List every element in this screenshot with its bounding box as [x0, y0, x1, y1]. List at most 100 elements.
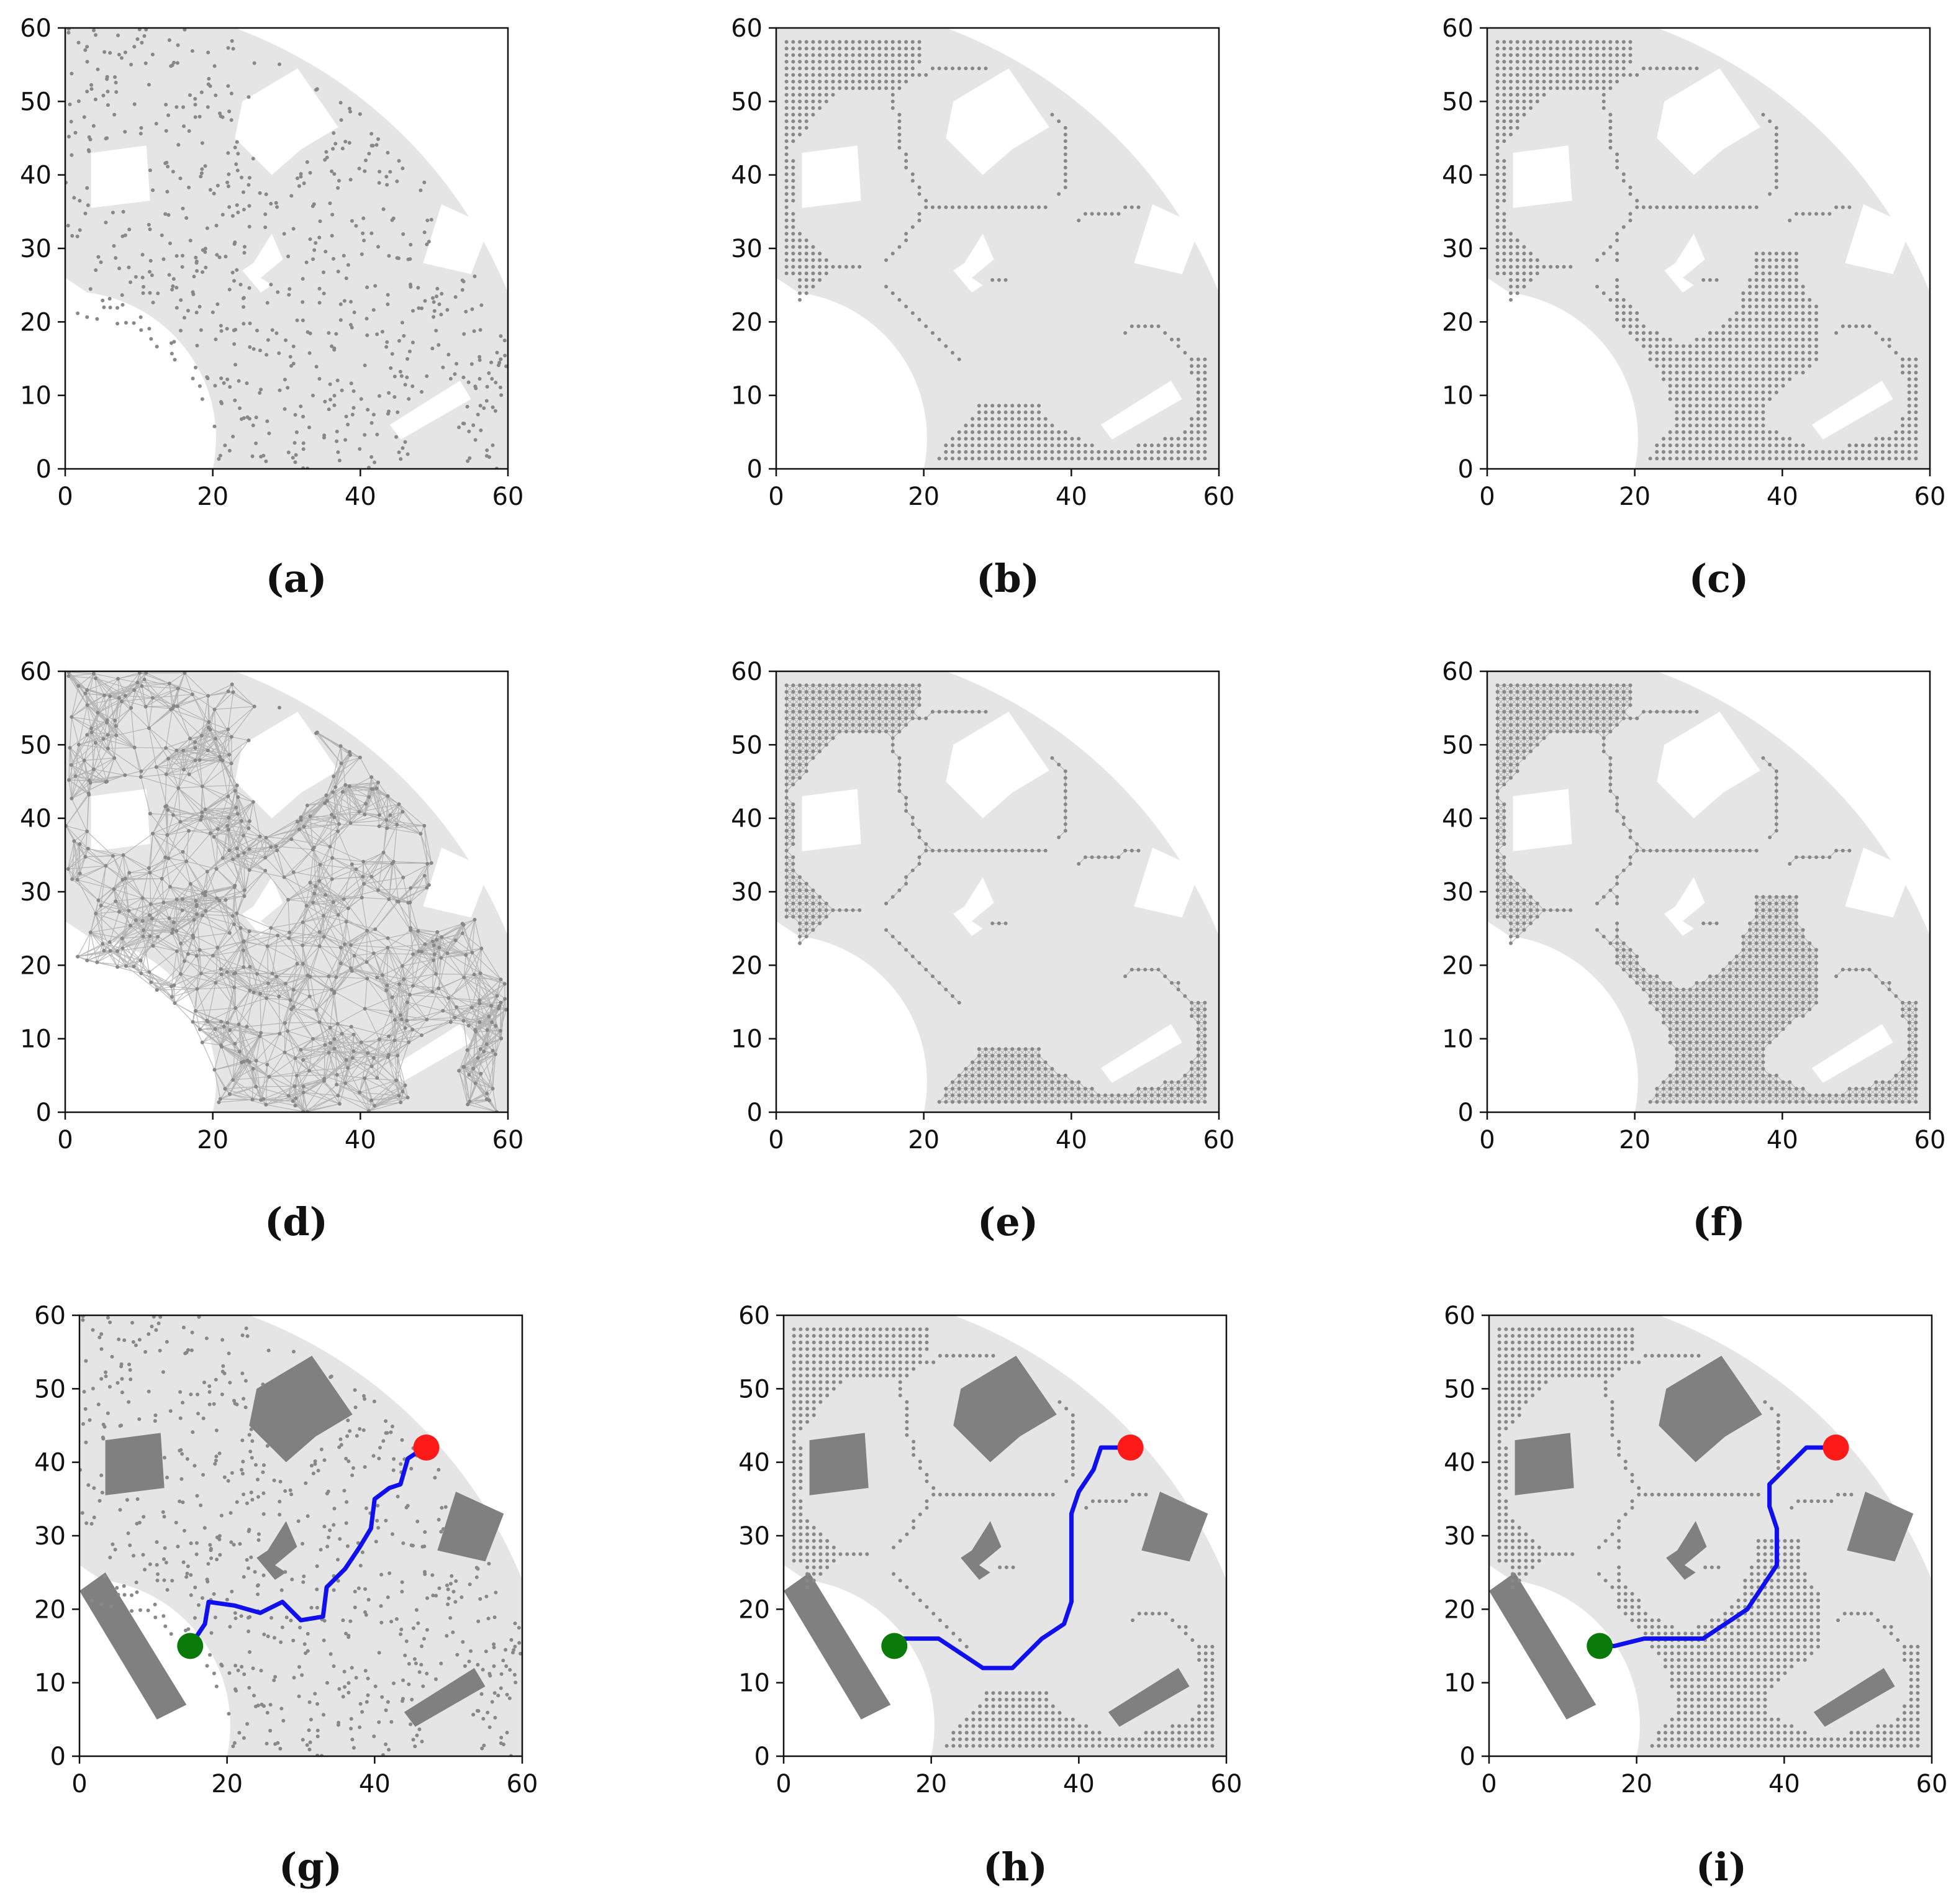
sample-point [804, 291, 808, 296]
sample-point [851, 710, 855, 714]
sample-point [478, 355, 482, 359]
sample-point [1741, 443, 1745, 448]
sample-point [1588, 73, 1593, 77]
sample-point [375, 332, 379, 337]
sample-point [283, 378, 287, 382]
sample-point [111, 211, 115, 215]
sample-point [824, 716, 828, 720]
sample-point [904, 73, 908, 77]
sample-point [890, 690, 895, 694]
sample-point [1621, 73, 1626, 77]
sample-point [844, 53, 848, 57]
sample-point [254, 1059, 258, 1063]
sample-point [984, 443, 988, 448]
sample-point [804, 723, 808, 727]
y-tick-label: 60 [731, 14, 763, 43]
sample-point [247, 847, 251, 851]
sample-point [1794, 941, 1798, 945]
sample-point [1788, 954, 1792, 959]
sample-point [1814, 961, 1818, 965]
sample-point [1601, 749, 1606, 753]
sample-point [337, 179, 341, 183]
sample-point [818, 106, 822, 110]
sample-point [1721, 1087, 1726, 1091]
y-tick-label: 40 [20, 161, 52, 190]
sample-point [1794, 311, 1798, 315]
sample-point [196, 1412, 201, 1416]
sample-point [811, 915, 815, 919]
sample-point [189, 1541, 193, 1546]
sample-point [70, 153, 74, 157]
sample-point [1841, 968, 1845, 972]
sample-point [149, 337, 153, 341]
sample-point [977, 424, 981, 428]
sample-point [977, 404, 981, 408]
sample-point [1741, 941, 1745, 945]
sample-point [375, 976, 379, 980]
sample-point [1495, 881, 1500, 886]
sample-point [1662, 344, 1666, 348]
sample-point [844, 60, 848, 64]
sample-point [1529, 723, 1533, 727]
y-tick-label: 10 [1442, 382, 1474, 410]
sample-point [1814, 344, 1818, 348]
sample-point [386, 302, 390, 307]
sample-point [241, 190, 245, 194]
sample-point [1549, 79, 1553, 84]
sample-point [1569, 908, 1573, 912]
sample-point [1754, 424, 1759, 428]
sample-point [858, 723, 862, 727]
sample-point [425, 1596, 430, 1600]
sample-point [205, 226, 209, 230]
sample-point [317, 301, 322, 305]
sample-point [1761, 337, 1765, 342]
sample-point [1063, 815, 1067, 820]
sample-point [1754, 344, 1759, 348]
sample-point [1708, 344, 1712, 348]
sample-point [1522, 271, 1526, 276]
sample-point [1648, 357, 1652, 361]
sample-point [250, 1097, 255, 1102]
sample-point [1741, 377, 1745, 381]
sample-point [1621, 868, 1626, 873]
sample-point [890, 743, 895, 747]
sample-point [435, 286, 440, 291]
sample-point [1077, 456, 1081, 461]
sample-point [1502, 875, 1506, 879]
sample-point [479, 428, 483, 433]
sample-point [904, 690, 908, 694]
sample-point [1914, 1080, 1918, 1084]
sample-point [1901, 1087, 1905, 1091]
sample-point [1555, 73, 1559, 77]
sample-point [818, 47, 822, 51]
sample-point [1774, 152, 1778, 156]
sample-point [904, 238, 908, 242]
sample-point [957, 1093, 961, 1097]
sample-point [1495, 271, 1500, 276]
sample-point [1808, 450, 1812, 454]
sample-point [1814, 450, 1818, 454]
sample-point [171, 920, 176, 925]
sample-point [1682, 1000, 1686, 1005]
sample-point [364, 317, 369, 321]
sample-point [1050, 430, 1054, 434]
sample-point [1522, 99, 1526, 104]
sample-point [1515, 79, 1519, 84]
sample-point [1030, 424, 1035, 428]
sample-point [1023, 430, 1028, 434]
sample-point [1662, 351, 1666, 355]
sample-point [811, 756, 815, 760]
sample-point [798, 683, 802, 687]
sample-point [811, 716, 815, 720]
sample-point [307, 994, 312, 999]
sample-point [1668, 1020, 1672, 1025]
sample-point [1535, 93, 1539, 97]
sample-point [784, 159, 789, 163]
sample-point [1748, 1073, 1752, 1077]
y-tick-label: 0 [36, 1099, 52, 1127]
sample-point [1522, 60, 1526, 64]
sample-point [1714, 424, 1719, 428]
sample-point [784, 40, 789, 44]
sample-point [1183, 443, 1187, 448]
sample-point [129, 1377, 133, 1382]
